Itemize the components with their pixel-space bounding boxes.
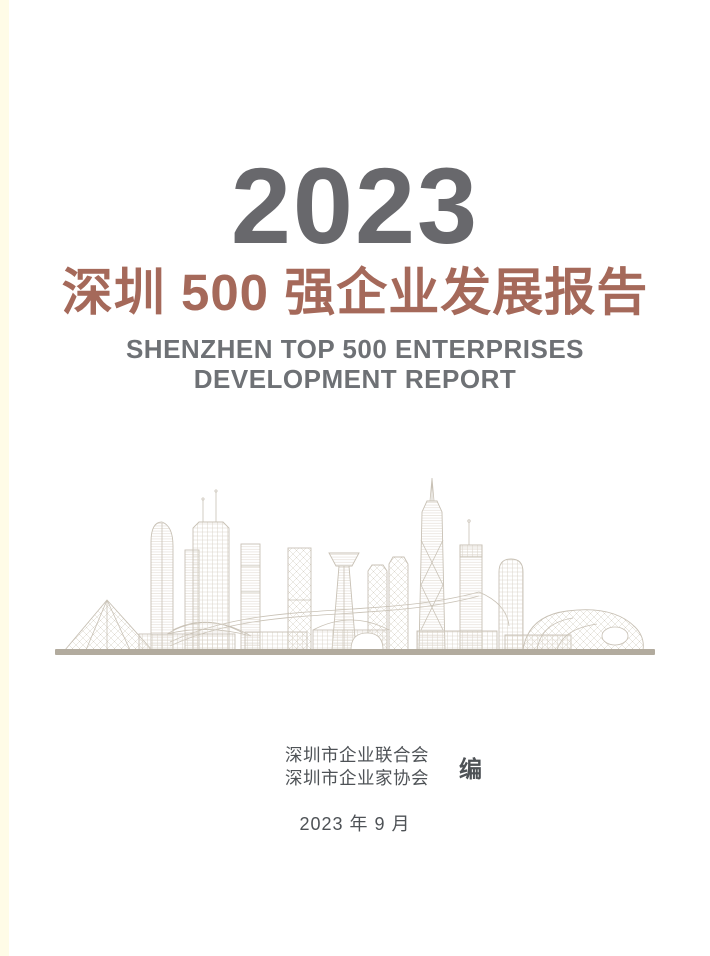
- rounded-crown-tower: [150, 521, 174, 651]
- cocoon-dome: [522, 609, 644, 651]
- antenna-tower: [184, 489, 230, 651]
- publisher-block: 深圳市企业联合会 深圳市企业家协会 编: [285, 744, 482, 790]
- x-brace-tower: [287, 547, 312, 651]
- publication-date: 2023 年 9 月: [299, 814, 411, 834]
- title-chinese: 深圳 500 强企业发展报告: [61, 264, 649, 321]
- slim-tower: [240, 543, 261, 651]
- goblet-tower: [328, 552, 360, 651]
- publisher-names: 深圳市企业联合会 深圳市企业家协会: [285, 744, 429, 790]
- round-top-tower: [498, 558, 524, 651]
- skyline-svg: [55, 477, 655, 655]
- title-english-line2: DEVELOPMENT REPORT: [193, 364, 517, 395]
- year-heading: 2023: [230, 145, 480, 266]
- title-english: SHENZHEN TOP 500 ENTERPRISES DEVELOPMENT…: [0, 334, 710, 394]
- ground-line: [55, 649, 655, 655]
- publisher-line1: 深圳市企业联合会: [285, 745, 429, 765]
- diamond-lattice-towers: [367, 556, 409, 651]
- title-english-line1: SHENZHEN TOP 500 ENTERPRISES: [125, 334, 585, 364]
- spire-skyscraper: [418, 477, 446, 651]
- editor-label: 编: [459, 755, 482, 782]
- shenzhen-skyline-illustration: [55, 470, 655, 658]
- slim-antenna-tower: [459, 519, 483, 651]
- publisher-line2: 深圳市企业家协会: [285, 767, 429, 788]
- page-left-edge-strip: [0, 0, 9, 956]
